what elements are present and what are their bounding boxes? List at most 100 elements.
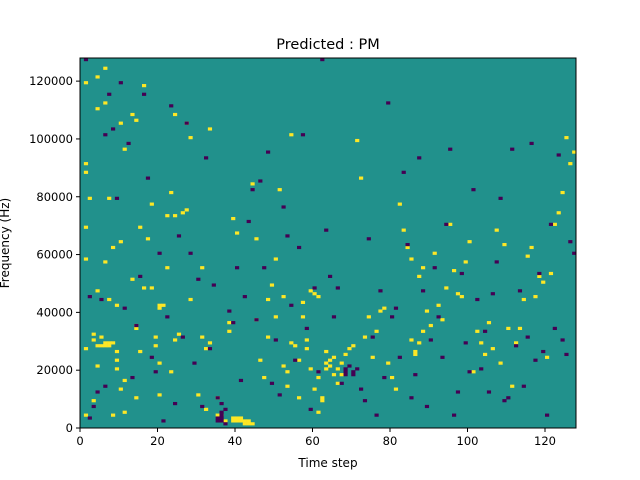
heatmap-cell-high: [165, 214, 170, 218]
heatmap-cell-high: [200, 266, 205, 270]
heatmap-cell-high: [417, 341, 422, 345]
y-tick-label: 60000: [36, 248, 73, 262]
heatmap-cell-high: [324, 361, 329, 365]
heatmap-cell-low: [359, 387, 364, 391]
heatmap-cell-low: [153, 370, 158, 374]
heatmap-cell-low: [118, 81, 123, 85]
heatmap-cell-low: [510, 147, 515, 151]
heatmap-cell-high: [107, 344, 112, 348]
heatmap-cell-high: [157, 393, 162, 397]
heatmap-cell-low: [215, 416, 220, 420]
heatmap-cell-high: [556, 211, 561, 215]
heatmap-cell-low: [432, 266, 437, 270]
heatmap-cell-high: [548, 271, 554, 276]
heatmap-cell-low: [145, 176, 151, 180]
heatmap-cell-high: [293, 344, 298, 348]
heatmap-cell-high: [273, 257, 278, 261]
heatmap-cell-low: [281, 205, 286, 209]
heatmap-cell-high: [335, 381, 340, 385]
heatmap-cell-high: [114, 349, 120, 354]
heatmap-cell-low: [111, 127, 116, 131]
heatmap-cell-high: [118, 240, 123, 244]
heatmap-cell-low: [130, 375, 135, 380]
heatmap-cell-high: [459, 295, 464, 299]
heatmap-cell-low: [502, 399, 507, 403]
heatmap-cell-high: [328, 364, 333, 368]
heatmap-cell-high: [107, 196, 112, 200]
heatmap-cell-high: [320, 396, 325, 400]
heatmap-cell-low: [533, 358, 538, 362]
heatmap-cell-high: [87, 196, 92, 200]
heatmap-cell-low: [529, 141, 534, 146]
heatmap-cell-low: [258, 179, 263, 183]
heatmap-cell-high: [196, 393, 201, 397]
heatmap-cell-low: [204, 156, 209, 160]
heatmap-cell-high: [552, 222, 557, 226]
heatmap-cell-low: [444, 222, 449, 226]
heatmap-cell-high: [328, 358, 333, 362]
heatmap-cell-high: [91, 332, 96, 336]
heatmap-cell-high: [316, 295, 321, 299]
heatmap-cell-high: [409, 338, 414, 342]
heatmap-cell-low: [300, 133, 306, 137]
heatmap-cell-low: [219, 419, 224, 423]
heatmap-cell-high: [428, 323, 433, 328]
heatmap-cell-high: [91, 338, 96, 342]
heatmap-cell-low: [184, 121, 189, 125]
heatmap-cell-high: [231, 416, 236, 420]
heatmap-cell-low: [564, 352, 569, 357]
heatmap-cell-high: [157, 361, 162, 365]
heatmap-cell-high: [188, 136, 193, 140]
heatmap-cell-high: [83, 162, 89, 166]
heatmap-cell-low: [192, 361, 197, 365]
heatmap-cell-high: [111, 413, 116, 417]
heatmap-cell-high: [165, 266, 170, 270]
heatmap-cell-low: [227, 309, 232, 313]
heatmap-cell-low: [316, 370, 321, 374]
heatmap-cell-low: [207, 347, 213, 351]
heatmap-cell-high: [331, 355, 337, 359]
heatmap-cell-low: [126, 141, 131, 146]
heatmap-cell-high: [227, 329, 232, 333]
heatmap-cell-low: [91, 404, 96, 409]
heatmap-cell-low: [215, 419, 220, 423]
heatmap-cell-high: [362, 335, 368, 339]
heatmap-cell-low: [149, 355, 154, 359]
heatmap-cell-low: [219, 416, 224, 420]
heatmap-cell-high: [130, 112, 135, 117]
heatmap-cell-high: [122, 410, 127, 414]
heatmap-cell-low: [459, 271, 464, 276]
heatmap-cell-low: [409, 396, 414, 400]
heatmap-cell-low: [436, 315, 441, 319]
heatmap-cell-low: [560, 338, 565, 342]
heatmap-cell-high: [483, 352, 488, 357]
heatmap-cell-high: [99, 344, 104, 348]
heatmap-cell-low: [246, 219, 251, 224]
heatmap-cell-low: [114, 196, 120, 200]
heatmap-cell-low: [285, 234, 290, 238]
heatmap-cell-high: [180, 211, 185, 215]
heatmap-cell-low: [215, 396, 220, 400]
y-axis: 0 20000 40000 60000 80000 100000 120000: [29, 74, 80, 435]
y-tick-label: 40000: [36, 305, 73, 319]
heatmap-cell-low: [83, 58, 89, 62]
heatmap-cell-low: [331, 315, 337, 319]
heatmap-cell-high: [231, 216, 236, 221]
heatmap-cell-low: [413, 373, 418, 377]
heatmap-cell-high: [448, 222, 453, 226]
x-tick-label: 100: [457, 434, 479, 448]
heatmap-cell-low: [273, 338, 278, 342]
heatmap-cell-high: [297, 358, 302, 362]
heatmap-cell-high: [103, 66, 108, 70]
plot-area: [80, 58, 577, 428]
heatmap-cell-high: [510, 384, 515, 388]
heatmap-cell-high: [514, 341, 519, 345]
heatmap-cell-low: [452, 413, 457, 417]
heatmap-cell-high: [235, 231, 240, 235]
heatmap-cell-low: [165, 315, 170, 319]
heatmap-cell-high: [393, 387, 399, 391]
heatmap-cell-high: [130, 277, 135, 281]
heatmap-cell-high: [424, 309, 430, 313]
heatmap-cell-high: [157, 306, 162, 310]
heatmap-cell-low: [417, 156, 422, 160]
